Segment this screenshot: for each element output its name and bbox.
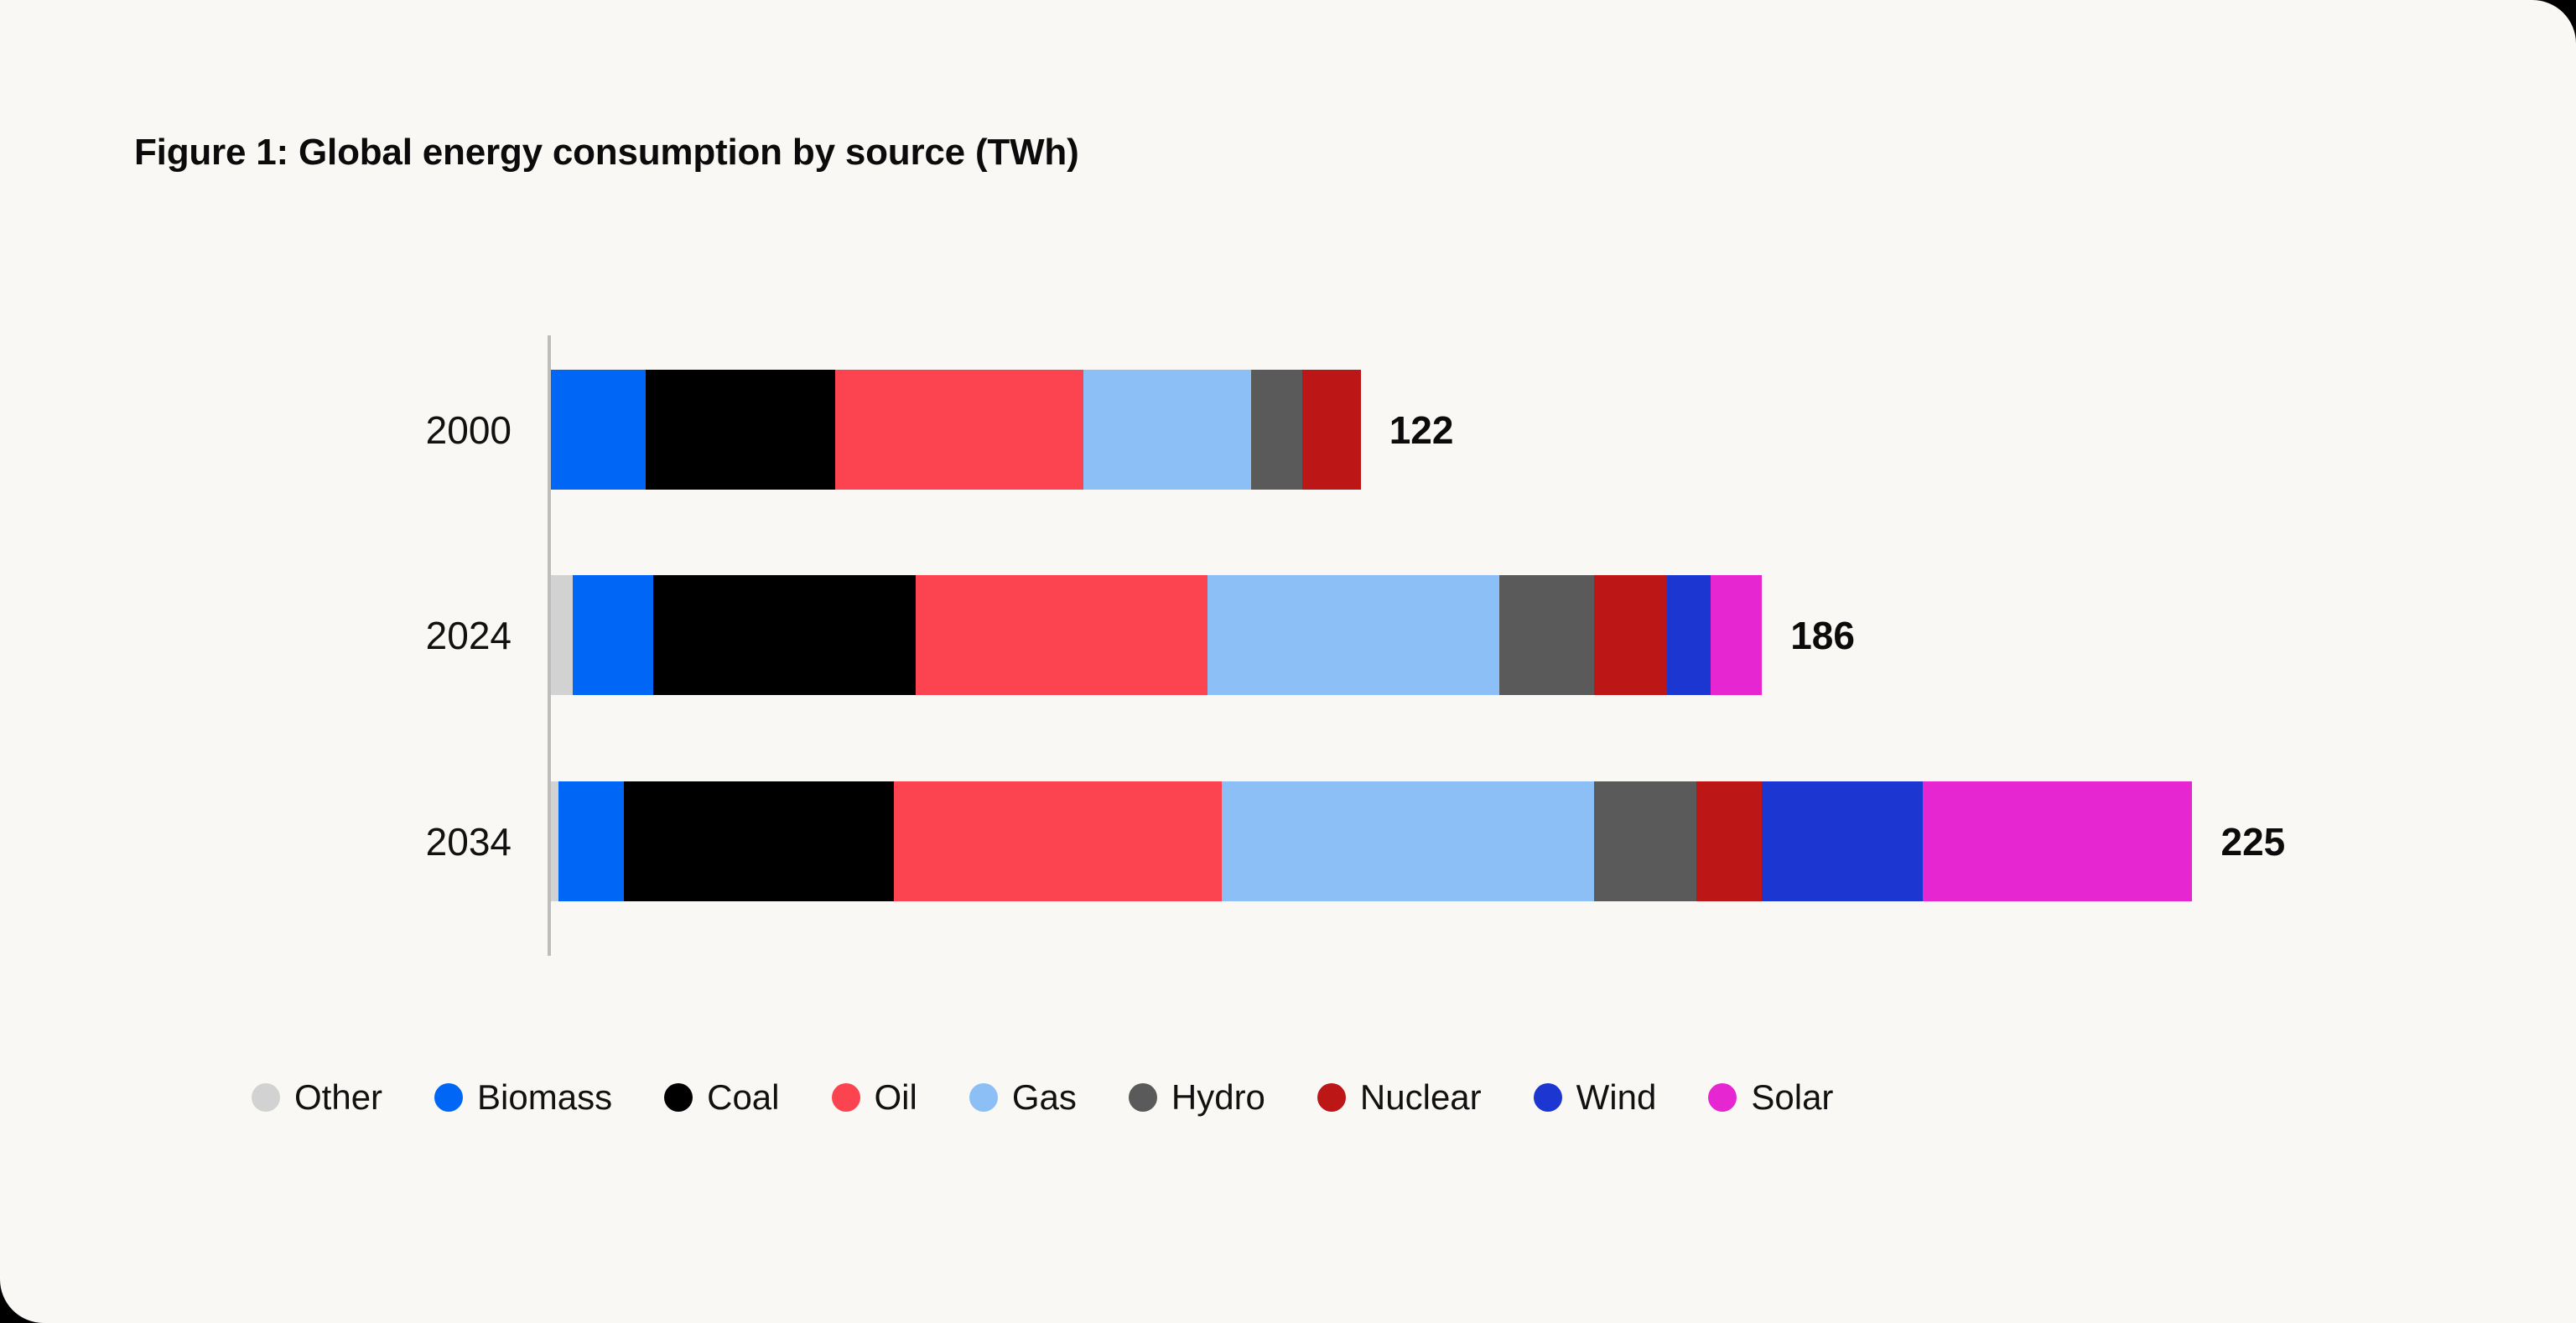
bar-category-label: 2000 xyxy=(425,407,512,452)
bar-total-label: 186 xyxy=(1790,613,1855,657)
bar-category-label: 2024 xyxy=(425,613,512,657)
page-title: Figure 1: Global energy consumption by s… xyxy=(134,132,1079,173)
bar-category-label: 2034 xyxy=(425,819,512,864)
legend-item[interactable]: Biomass xyxy=(434,1080,612,1115)
bar-row: 2024 186 xyxy=(0,575,2576,695)
y-axis-line xyxy=(548,335,551,956)
bar-total-label: 225 xyxy=(2220,819,2286,864)
bar-row: 2000 122 xyxy=(0,370,2576,490)
legend-item[interactable]: Oil xyxy=(831,1077,917,1117)
bar-segment-gas[interactable] xyxy=(1083,370,1252,490)
bar-segment-biomass[interactable] xyxy=(551,370,647,490)
bar-segment-oil[interactable] xyxy=(893,781,1223,901)
bar-segment-hydro[interactable] xyxy=(1594,781,1696,901)
legend-swatch-icon xyxy=(252,1083,280,1112)
legend-label: Coal xyxy=(707,1077,780,1117)
bar-segment-hydro[interactable] xyxy=(1498,575,1595,695)
legend-item[interactable]: Solar xyxy=(1708,1080,1833,1115)
legend-swatch-icon xyxy=(434,1083,464,1112)
bar-segment-coal[interactable] xyxy=(652,575,916,695)
bar-segment-coal[interactable] xyxy=(646,370,836,490)
stacked-bar[interactable] xyxy=(551,575,1763,695)
bar-segment-solar[interactable] xyxy=(1922,781,2193,901)
legend-swatch-icon xyxy=(664,1083,693,1112)
legend-swatch-icon xyxy=(969,1083,998,1112)
legend-item[interactable]: Gas xyxy=(969,1080,1077,1115)
legend-label: Gas xyxy=(1011,1077,1077,1117)
bar-segment-gas[interactable] xyxy=(1207,575,1499,695)
bar-segment-nuclear[interactable] xyxy=(1302,370,1361,490)
bar-segment-other[interactable] xyxy=(551,781,558,901)
legend-swatch-icon xyxy=(831,1083,860,1112)
bar-segment-nuclear[interactable] xyxy=(1594,575,1668,695)
legend-label: Oil xyxy=(874,1077,917,1117)
legend-label: Wind xyxy=(1576,1077,1657,1117)
legend-item[interactable]: Nuclear xyxy=(1317,1080,1482,1115)
bar-segment-hydro[interactable] xyxy=(1251,370,1303,490)
legend-swatch-icon xyxy=(1128,1083,1157,1112)
legend-item[interactable]: Other xyxy=(252,1080,382,1115)
legend-label: Solar xyxy=(1751,1077,1834,1117)
legend-label: Other xyxy=(294,1077,383,1117)
bar-segment-gas[interactable] xyxy=(1222,781,1595,901)
legend-swatch-icon xyxy=(1533,1083,1562,1112)
bar-segment-other[interactable] xyxy=(551,575,574,695)
legend-item[interactable]: Hydro xyxy=(1128,1077,1265,1117)
bar-segment-biomass[interactable] xyxy=(558,781,624,901)
legend-label: Nuclear xyxy=(1359,1077,1482,1117)
bar-row: 2034 225 xyxy=(0,781,2576,901)
legend-swatch-icon xyxy=(1708,1083,1737,1112)
bar-segment-oil[interactable] xyxy=(915,575,1208,695)
legend-item[interactable]: Coal xyxy=(664,1077,780,1117)
bar-total-label: 122 xyxy=(1389,407,1454,452)
bar-segment-biomass[interactable] xyxy=(573,575,653,695)
legend-item[interactable]: Wind xyxy=(1533,1077,1657,1117)
legend-swatch-icon xyxy=(1317,1083,1346,1112)
bar-segment-coal[interactable] xyxy=(623,781,894,901)
legend-label: Hydro xyxy=(1171,1077,1265,1117)
bar-segment-nuclear[interactable] xyxy=(1696,781,1763,901)
legend-label: Biomass xyxy=(477,1077,613,1117)
bar-segment-wind[interactable] xyxy=(1667,575,1711,695)
stacked-bar[interactable] xyxy=(551,370,1361,490)
bar-segment-wind[interactable] xyxy=(1762,781,1923,901)
bar-segment-solar[interactable] xyxy=(1711,575,1763,695)
bar-segment-oil[interactable] xyxy=(835,370,1084,490)
chart-legend: Other Biomass Coal Oil Gas Hydro Nuclear Wind So… xyxy=(252,1080,1885,1115)
stacked-bar[interactable] xyxy=(551,781,2193,901)
